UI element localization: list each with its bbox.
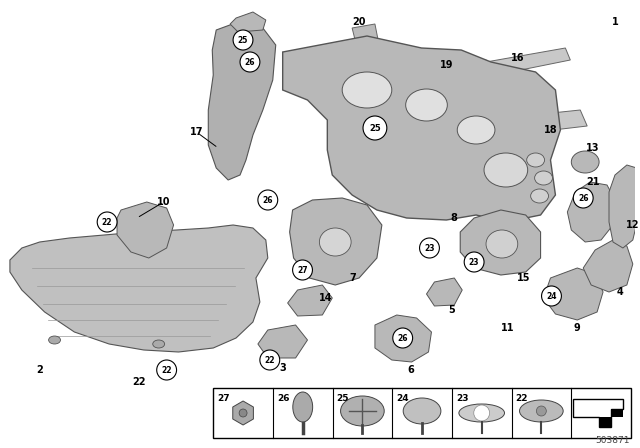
Text: 8: 8	[451, 213, 458, 223]
Text: 25: 25	[337, 394, 349, 403]
Ellipse shape	[49, 336, 61, 344]
Text: 23: 23	[469, 258, 479, 267]
Text: 26: 26	[244, 57, 255, 66]
Ellipse shape	[342, 72, 392, 108]
Circle shape	[393, 328, 413, 348]
Text: 3: 3	[279, 363, 286, 373]
Text: 5: 5	[448, 305, 454, 315]
Ellipse shape	[520, 400, 563, 422]
Polygon shape	[486, 48, 570, 76]
Text: 16: 16	[511, 53, 525, 63]
Ellipse shape	[527, 153, 545, 167]
Polygon shape	[208, 22, 276, 180]
Ellipse shape	[406, 89, 447, 121]
Text: 17: 17	[189, 127, 203, 137]
Text: 15: 15	[517, 273, 531, 283]
Text: 27: 27	[217, 394, 230, 403]
Circle shape	[157, 360, 177, 380]
Ellipse shape	[474, 405, 490, 421]
Text: 23: 23	[456, 394, 468, 403]
Text: 26: 26	[578, 194, 588, 202]
Ellipse shape	[459, 404, 504, 422]
Text: 24: 24	[546, 292, 557, 301]
Circle shape	[233, 30, 253, 50]
Circle shape	[363, 116, 387, 140]
Polygon shape	[599, 409, 623, 427]
Polygon shape	[117, 202, 173, 258]
Polygon shape	[230, 12, 266, 32]
Text: 11: 11	[501, 323, 515, 333]
Text: 18: 18	[543, 125, 557, 135]
Polygon shape	[573, 399, 623, 427]
Text: 12: 12	[626, 220, 639, 230]
Polygon shape	[290, 198, 382, 285]
Text: 27: 27	[297, 266, 308, 275]
Polygon shape	[375, 315, 431, 362]
Circle shape	[292, 260, 312, 280]
Ellipse shape	[457, 116, 495, 144]
Text: 25: 25	[369, 124, 381, 133]
Text: 6: 6	[407, 365, 414, 375]
Text: 9: 9	[574, 323, 580, 333]
Ellipse shape	[293, 392, 313, 422]
Text: 26: 26	[397, 333, 408, 343]
Text: 1: 1	[612, 17, 618, 27]
Circle shape	[97, 212, 117, 232]
Polygon shape	[352, 24, 379, 48]
Ellipse shape	[153, 340, 164, 348]
Text: 19: 19	[440, 60, 453, 70]
Text: 22: 22	[161, 366, 172, 375]
Circle shape	[260, 350, 280, 370]
Text: 25: 25	[238, 35, 248, 44]
Text: 22: 22	[132, 377, 146, 387]
Ellipse shape	[534, 171, 552, 185]
Text: 20: 20	[352, 17, 366, 27]
Text: 22: 22	[102, 217, 113, 227]
Polygon shape	[422, 60, 490, 89]
Circle shape	[258, 190, 278, 210]
Text: 2: 2	[36, 365, 43, 375]
Text: 503871: 503871	[595, 436, 630, 445]
Polygon shape	[583, 240, 633, 292]
Ellipse shape	[531, 189, 548, 203]
Ellipse shape	[572, 151, 599, 173]
Polygon shape	[233, 401, 253, 425]
Ellipse shape	[484, 153, 527, 187]
Text: 4: 4	[616, 287, 623, 297]
Circle shape	[573, 188, 593, 208]
Text: 14: 14	[319, 293, 332, 303]
Text: 22: 22	[264, 356, 275, 365]
Polygon shape	[283, 36, 561, 222]
Text: 22: 22	[515, 394, 528, 403]
Polygon shape	[543, 268, 603, 320]
Bar	[213, 388, 631, 438]
Circle shape	[420, 238, 440, 258]
Circle shape	[240, 52, 260, 72]
Text: 26: 26	[277, 394, 289, 403]
Circle shape	[541, 286, 561, 306]
Text: 21: 21	[586, 177, 600, 187]
Text: 26: 26	[262, 195, 273, 204]
Circle shape	[464, 252, 484, 272]
Polygon shape	[504, 110, 587, 135]
Polygon shape	[10, 225, 268, 352]
Polygon shape	[426, 278, 462, 306]
Ellipse shape	[486, 230, 518, 258]
Text: 7: 7	[349, 273, 356, 283]
Text: 10: 10	[157, 197, 170, 207]
Polygon shape	[460, 210, 541, 275]
Polygon shape	[567, 182, 615, 242]
Ellipse shape	[319, 228, 351, 256]
Polygon shape	[287, 285, 332, 316]
Ellipse shape	[403, 398, 441, 424]
Text: 24: 24	[396, 394, 409, 403]
Polygon shape	[609, 165, 640, 248]
Ellipse shape	[239, 409, 247, 417]
Polygon shape	[258, 325, 307, 358]
Text: 23: 23	[424, 244, 435, 253]
Ellipse shape	[536, 406, 547, 416]
Ellipse shape	[340, 396, 384, 426]
Text: 13: 13	[586, 143, 600, 153]
